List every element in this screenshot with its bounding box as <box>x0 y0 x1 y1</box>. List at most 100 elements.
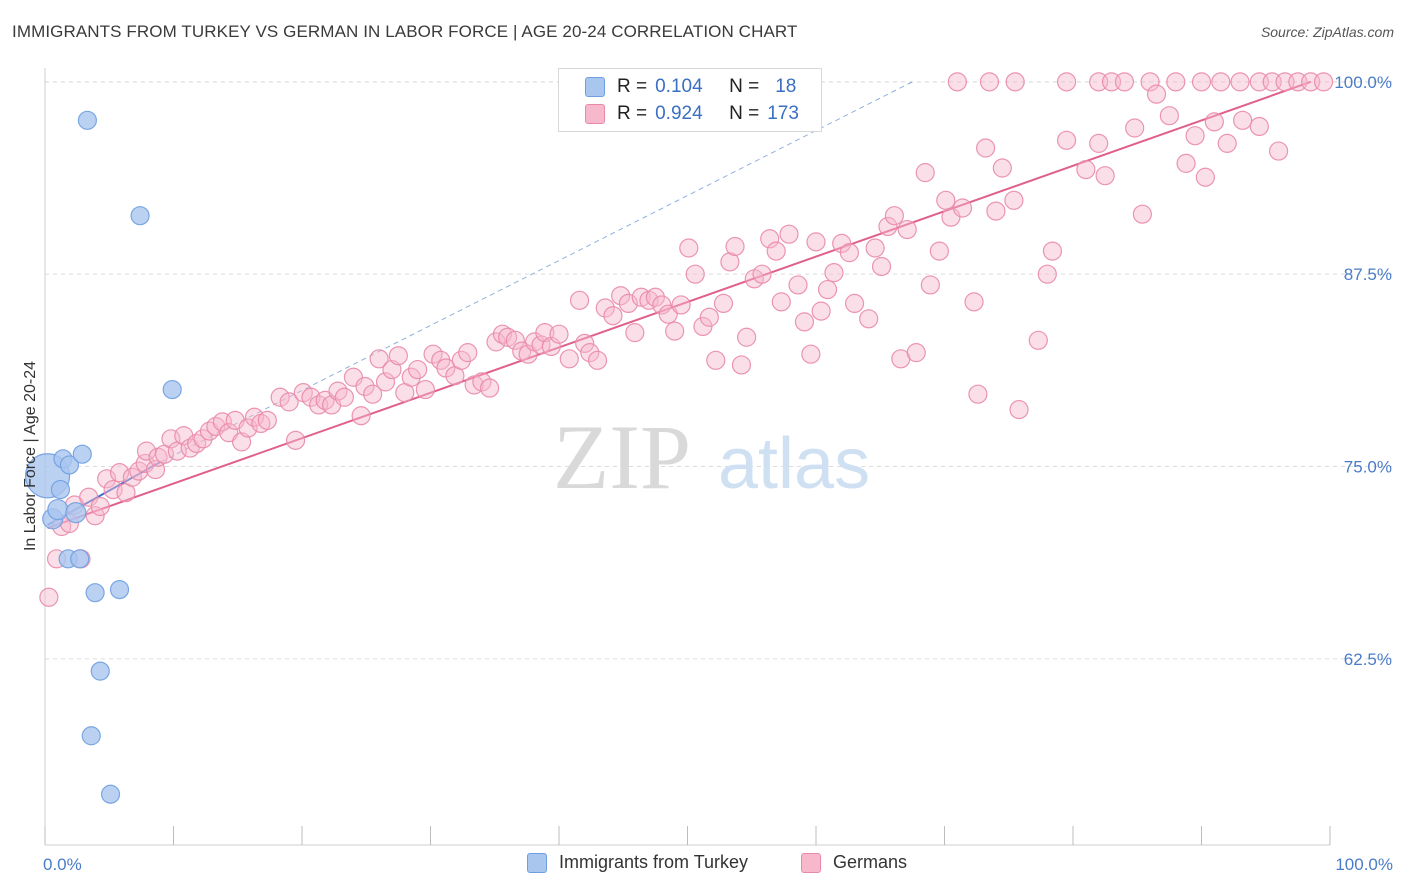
legend-row-turkey: R = 0.104 N = 18 <box>559 73 796 101</box>
germans-point <box>897 219 917 240</box>
germans-point <box>129 461 149 481</box>
turkey-point <box>70 549 90 569</box>
germans-point <box>1166 72 1186 92</box>
legend-r-value: 0.924 <box>655 103 703 124</box>
germans-point <box>611 286 631 306</box>
chart-title: IMMIGRANTS FROM TURKEY VS GERMAN IN LABO… <box>12 22 798 41</box>
germans-point <box>486 332 506 352</box>
germans-point <box>964 292 984 312</box>
turkey-point <box>109 579 130 600</box>
germans-point <box>334 387 355 407</box>
germans-point <box>595 298 615 318</box>
germans-point <box>401 367 421 387</box>
germans-point <box>1028 330 1048 350</box>
germans-point <box>1159 106 1179 126</box>
germans-point <box>569 290 590 310</box>
germans-point <box>505 330 525 350</box>
germans-point <box>575 333 595 354</box>
germans-point <box>408 359 428 380</box>
germans-point <box>1056 72 1077 92</box>
germans-point <box>884 206 904 226</box>
germans-point <box>631 287 651 307</box>
germans-point <box>1195 167 1215 187</box>
germans-point <box>679 238 699 258</box>
turkey-point <box>65 502 87 524</box>
legend-swatch-turkey <box>585 77 605 97</box>
x-tick-label: 0.0% <box>43 855 82 874</box>
germans-point <box>587 350 608 370</box>
series-swatch-germans <box>801 852 821 873</box>
germans-point <box>451 350 471 370</box>
legend: R = 0.104 N = 18 R = 0.924 N = 173 <box>558 68 822 132</box>
germans-point <box>480 378 500 398</box>
watermark-zip: ZIP <box>553 406 691 508</box>
germans-point <box>458 343 478 363</box>
germans-point <box>1233 110 1253 130</box>
turkey-point <box>100 784 121 804</box>
germans-point <box>1146 84 1167 104</box>
germans-point <box>976 138 996 158</box>
germans-point <box>699 307 719 327</box>
germans-point <box>713 293 734 314</box>
germans-point <box>720 252 740 272</box>
germans-point <box>1204 112 1224 132</box>
germans-point <box>986 201 1006 221</box>
germans-point <box>1037 264 1057 284</box>
y-tick-label: 62.5% <box>1344 650 1392 669</box>
series-legend-germans[interactable]: Germans <box>801 852 907 873</box>
germans-point <box>423 344 443 364</box>
germans-point <box>1042 241 1063 261</box>
legend-swatch-germans <box>585 104 605 124</box>
germans-point <box>285 430 306 450</box>
watermark-atlas: atlas <box>718 424 870 504</box>
y-tick-label: 87.5% <box>1344 265 1392 284</box>
series-legend-turkey[interactable]: Immigrants from Turkey <box>527 852 748 873</box>
germans-point <box>257 410 277 430</box>
germans-point <box>1004 190 1024 210</box>
germans-point <box>878 216 898 237</box>
germans-point <box>1114 72 1135 92</box>
germans-point <box>1125 118 1145 138</box>
germans-point <box>779 224 799 244</box>
series-legend: Immigrants from Turkey Germans <box>0 852 1406 878</box>
series-label-turkey: Immigrants from Turkey <box>559 852 749 872</box>
germans-point <box>1089 133 1109 153</box>
germans-trend-line <box>47 80 1312 529</box>
germans-point <box>39 587 59 607</box>
germans-point <box>871 256 892 277</box>
germans-point <box>355 376 375 397</box>
germans-point <box>817 279 838 300</box>
germans-point <box>947 72 967 92</box>
y-tick-label: 75.0% <box>1344 458 1392 477</box>
germans-point <box>580 343 600 363</box>
turkey-trend-extension <box>160 81 913 463</box>
turkey-point <box>59 455 80 475</box>
turkey-point <box>130 206 150 226</box>
germans-point <box>464 375 484 395</box>
turkey-point <box>77 110 98 130</box>
series-turkey-points <box>24 110 182 804</box>
germans-point <box>915 163 935 183</box>
germans-point <box>952 198 973 218</box>
germans-point <box>1185 126 1205 146</box>
germans-point <box>85 506 105 526</box>
germans-point <box>109 463 130 483</box>
legend-n-label: N = <box>729 76 760 97</box>
germans-point <box>1056 130 1077 150</box>
tick-labels: 62.5% 75.0% 87.5% 100.0% 0.0% 100.0% <box>43 73 1393 874</box>
germans-point <box>270 387 290 407</box>
germans-point <box>498 327 518 347</box>
series-germans-points <box>39 72 1334 607</box>
germans-point <box>806 232 826 252</box>
germans-point <box>968 384 988 404</box>
germans-point <box>531 335 551 355</box>
germans-point <box>725 236 745 257</box>
germans-point <box>992 158 1012 178</box>
germans-point <box>472 372 492 392</box>
germans-point <box>549 324 569 344</box>
germans-point <box>859 309 879 329</box>
x-tick-label: 100.0% <box>1335 855 1393 874</box>
germans-point <box>1076 159 1096 180</box>
germans-point <box>90 496 110 517</box>
